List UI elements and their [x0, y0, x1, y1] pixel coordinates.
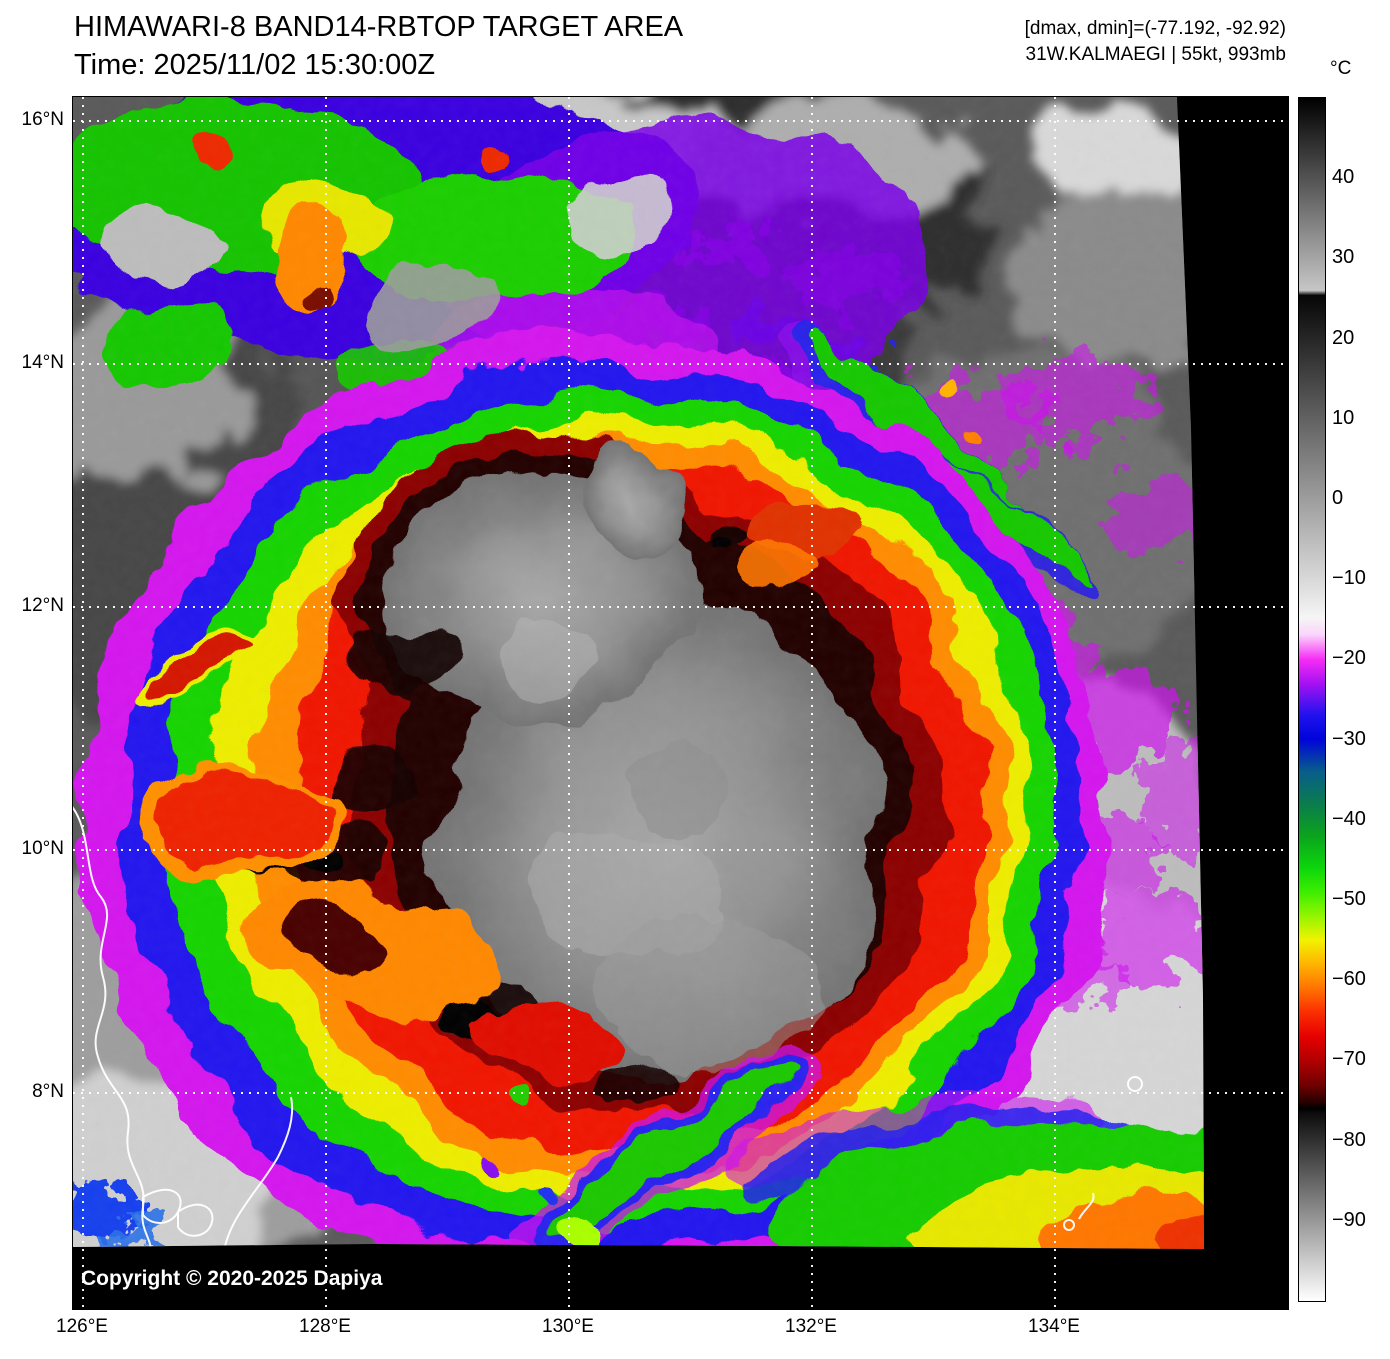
colorbar-tick-label: −30	[1332, 727, 1366, 750]
x-axis-label: 126°E	[56, 1316, 108, 1337]
colorbar-tick-label: −50	[1332, 888, 1366, 911]
time-label: Time: 2025/11/02 15:30:00Z	[74, 49, 436, 81]
graticule	[73, 97, 1288, 1309]
x-axis-label: 130°E	[542, 1316, 594, 1337]
x-axis-label: 134°E	[1028, 1316, 1080, 1337]
colorbar-tick-label: −90	[1332, 1208, 1366, 1231]
colorbar-tick-label: −10	[1332, 567, 1366, 590]
colorbar-tick-label: −60	[1332, 968, 1366, 991]
x-axis-label: 128°E	[299, 1316, 351, 1337]
colorbar-unit-label: °C	[1330, 58, 1352, 79]
figure-subheader: [dmax, dmin]=(-77.192, -92.92) 31W.KALMAE…	[1025, 16, 1286, 68]
colorbar-tick-label: 30	[1332, 246, 1355, 269]
y-axis-label: 8°N	[32, 1081, 64, 1102]
colorbar-tick-label: −70	[1332, 1048, 1366, 1071]
copyright-label: Copyright © 2020-2025 Dapiya	[81, 1267, 383, 1290]
colorbar-tick-label: −20	[1332, 647, 1366, 670]
page-title: HIMAWARI-8 BAND14-RBTOP TARGET AREA	[74, 11, 684, 43]
y-axis-label: 10°N	[21, 838, 64, 859]
satellite-image	[73, 97, 1288, 1309]
image-grain	[73, 97, 1204, 1249]
colorbar-tick-label: 0	[1332, 486, 1344, 509]
x-axis-label: 132°E	[785, 1316, 837, 1337]
colorbar-tick-label: 10	[1332, 406, 1355, 429]
y-axis-label: 12°N	[21, 595, 64, 616]
colorbar-tick-label: 40	[1332, 166, 1355, 189]
colorbar	[1298, 97, 1326, 1302]
figure-header: HIMAWARI-8 BAND14-RBTOP TARGET AREA Time:…	[74, 8, 683, 84]
y-axis-label: 14°N	[21, 352, 64, 373]
colorbar-tick-label: −80	[1332, 1128, 1366, 1151]
colorbar-tick-label: −40	[1332, 807, 1366, 830]
dmax-dmin-label: [dmax, dmin]=(-77.192, -92.92)	[1024, 18, 1286, 39]
colorbar-tick-label: 20	[1332, 326, 1355, 349]
storm-info-label: 31W.KALMAEGI | 55kt, 993mb	[1025, 44, 1287, 65]
coastline	[73, 801, 1143, 1249]
y-axis-label: 16°N	[21, 109, 64, 130]
map-panel: Copyright © 2020-2025 Dapiya	[72, 96, 1289, 1310]
